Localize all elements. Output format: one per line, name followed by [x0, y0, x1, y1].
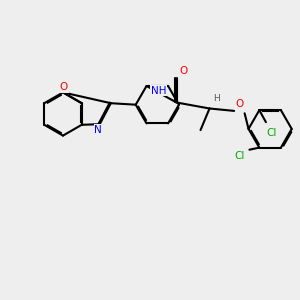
Text: NH: NH: [151, 85, 166, 96]
Text: O: O: [179, 66, 187, 76]
Text: O: O: [60, 82, 68, 92]
Text: Cl: Cl: [235, 151, 245, 161]
Text: O: O: [236, 99, 244, 109]
Text: N: N: [94, 124, 102, 135]
Text: Cl: Cl: [267, 128, 277, 138]
Text: H: H: [213, 94, 220, 103]
